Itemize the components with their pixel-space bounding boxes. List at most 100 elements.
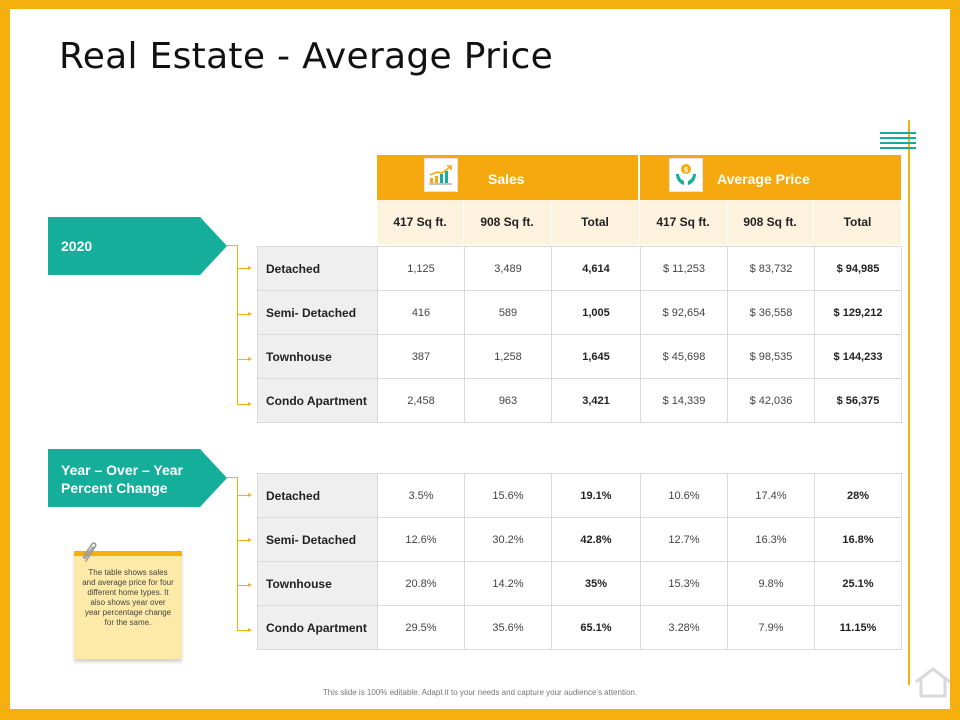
cell-total: 35%	[551, 561, 641, 606]
cell: $ 83,732	[727, 246, 815, 291]
column-header-price-417: 417 Sq ft.	[640, 200, 727, 245]
row-label: Semi- Detached	[257, 290, 378, 335]
cell: 17.4%	[727, 473, 815, 518]
cell: 30.2%	[464, 517, 552, 562]
cell: 387	[377, 334, 465, 379]
section-label-2020-text: 2020	[61, 238, 93, 254]
cell: $ 98,535	[727, 334, 815, 379]
hands-dollar-coin-icon: $	[669, 158, 703, 192]
cell-total: $ 56,375	[814, 378, 902, 423]
row-label: Detached	[257, 473, 378, 518]
table-2020: Detached 1,125 3,489 4,614 $ 11,253 $ 83…	[257, 246, 902, 423]
cell: 12.7%	[640, 517, 728, 562]
cell: 3.5%	[377, 473, 465, 518]
arrow-tick	[237, 357, 252, 361]
arrow-tick	[237, 493, 252, 497]
svg-text:$: $	[684, 166, 689, 174]
cell: 3.28%	[640, 605, 728, 650]
bracket-line	[237, 245, 238, 405]
cell: $ 92,654	[640, 290, 728, 335]
cell-total: 16.8%	[814, 517, 902, 562]
cell: $ 42,036	[727, 378, 815, 423]
row-label: Condo Apartment	[257, 605, 378, 650]
cell: 1,125	[377, 246, 465, 291]
cell: 7.9%	[727, 605, 815, 650]
home-icon	[915, 667, 951, 698]
cell: 15.6%	[464, 473, 552, 518]
cell: 20.8%	[377, 561, 465, 606]
cell-total: 42.8%	[551, 517, 641, 562]
footer-text: This slide is 100% editable. Adapt it to…	[322, 688, 638, 697]
table-row: Condo Apartment 29.5% 35.6% 65.1% 3.28% …	[257, 605, 902, 650]
table-row: Semi- Detached 12.6% 30.2% 42.8% 12.7% 1…	[257, 517, 902, 562]
row-label: Townhouse	[257, 561, 378, 606]
cell: $ 11,253	[640, 246, 728, 291]
arrow-tick	[237, 266, 252, 270]
column-header-sales-417: 417 Sq ft.	[377, 200, 464, 245]
table-row: Detached 3.5% 15.6% 19.1% 10.6% 17.4% 28…	[257, 473, 902, 518]
row-label: Semi- Detached	[257, 517, 378, 562]
table-yoy: Detached 3.5% 15.6% 19.1% 10.6% 17.4% 28…	[257, 473, 902, 650]
page-title: Real Estate - Average Price	[59, 36, 554, 77]
section-label-2020: 2020	[48, 217, 227, 275]
cell-total: 25.1%	[814, 561, 902, 606]
column-header-sales-908: 908 Sq ft.	[464, 200, 551, 245]
cell-total: $ 129,212	[814, 290, 902, 335]
cell: 10.6%	[640, 473, 728, 518]
cell-total: 11.15%	[814, 605, 902, 650]
cell: 29.5%	[377, 605, 465, 650]
column-header-price-908: 908 Sq ft.	[727, 200, 814, 245]
average-price-header-label: Average Price	[717, 171, 810, 187]
cell: 963	[464, 378, 552, 423]
row-label: Condo Apartment	[257, 378, 378, 423]
cell: 16.3%	[727, 517, 815, 562]
cell-total: $ 144,233	[814, 334, 902, 379]
row-label: Townhouse	[257, 334, 378, 379]
arrow-tick	[237, 312, 252, 316]
cell: 9.8%	[727, 561, 815, 606]
cell: 12.6%	[377, 517, 465, 562]
arrow-tick	[237, 402, 252, 406]
sales-header-label: Sales	[488, 171, 525, 187]
row-label: Detached	[257, 246, 378, 291]
connector-line	[226, 477, 237, 478]
table-row: Semi- Detached 416 589 1,005 $ 92,654 $ …	[257, 290, 902, 335]
cell-total: 3,421	[551, 378, 641, 423]
cell: $ 36,558	[727, 290, 815, 335]
table-row: Detached 1,125 3,489 4,614 $ 11,253 $ 83…	[257, 246, 902, 291]
section-label-yoy-line1: Year – Over – Year	[61, 462, 183, 478]
column-header-row: 417 Sq ft. 908 Sq ft. Total 417 Sq ft. 9…	[377, 200, 901, 245]
table-row: Townhouse 387 1,258 1,645 $ 45,698 $ 98,…	[257, 334, 902, 379]
decorative-stripes	[880, 132, 916, 152]
cell: 14.2%	[464, 561, 552, 606]
cell-total: 4,614	[551, 246, 641, 291]
table-row: Condo Apartment 2,458 963 3,421 $ 14,339…	[257, 378, 902, 423]
sticky-note: The table shows sales and average price …	[74, 551, 182, 659]
table-row: Townhouse 20.8% 14.2% 35% 15.3% 9.8% 25.…	[257, 561, 902, 606]
cell: 15.3%	[640, 561, 728, 606]
average-price-header: $ Average Price	[640, 155, 901, 200]
column-header-price-total: Total	[843, 215, 872, 229]
arrow-tick	[237, 628, 252, 632]
sticky-note-text: The table shows sales and average price …	[82, 568, 174, 627]
bracket-line	[237, 477, 238, 631]
cell: 416	[377, 290, 465, 335]
cell-total: 1,005	[551, 290, 641, 335]
connector-line	[226, 245, 237, 246]
cell: 1,258	[464, 334, 552, 379]
cell: 3,489	[464, 246, 552, 291]
decorative-vertical-line	[908, 120, 910, 685]
cell-total: 19.1%	[551, 473, 641, 518]
arrow-tick	[237, 583, 252, 587]
arrow-tick	[237, 538, 252, 542]
cell-total: 28%	[814, 473, 902, 518]
section-label-yoy: Year – Over – Year Percent Change	[48, 449, 227, 507]
cell-total: $ 94,985	[814, 246, 902, 291]
section-label-yoy-line2: Percent Change	[61, 480, 168, 496]
paperclip-icon	[82, 542, 97, 562]
column-header-sales-total: Total	[551, 200, 640, 245]
sales-header: Sales	[377, 155, 638, 200]
cell: 589	[464, 290, 552, 335]
cell: $ 45,698	[640, 334, 728, 379]
cell: 35.6%	[464, 605, 552, 650]
